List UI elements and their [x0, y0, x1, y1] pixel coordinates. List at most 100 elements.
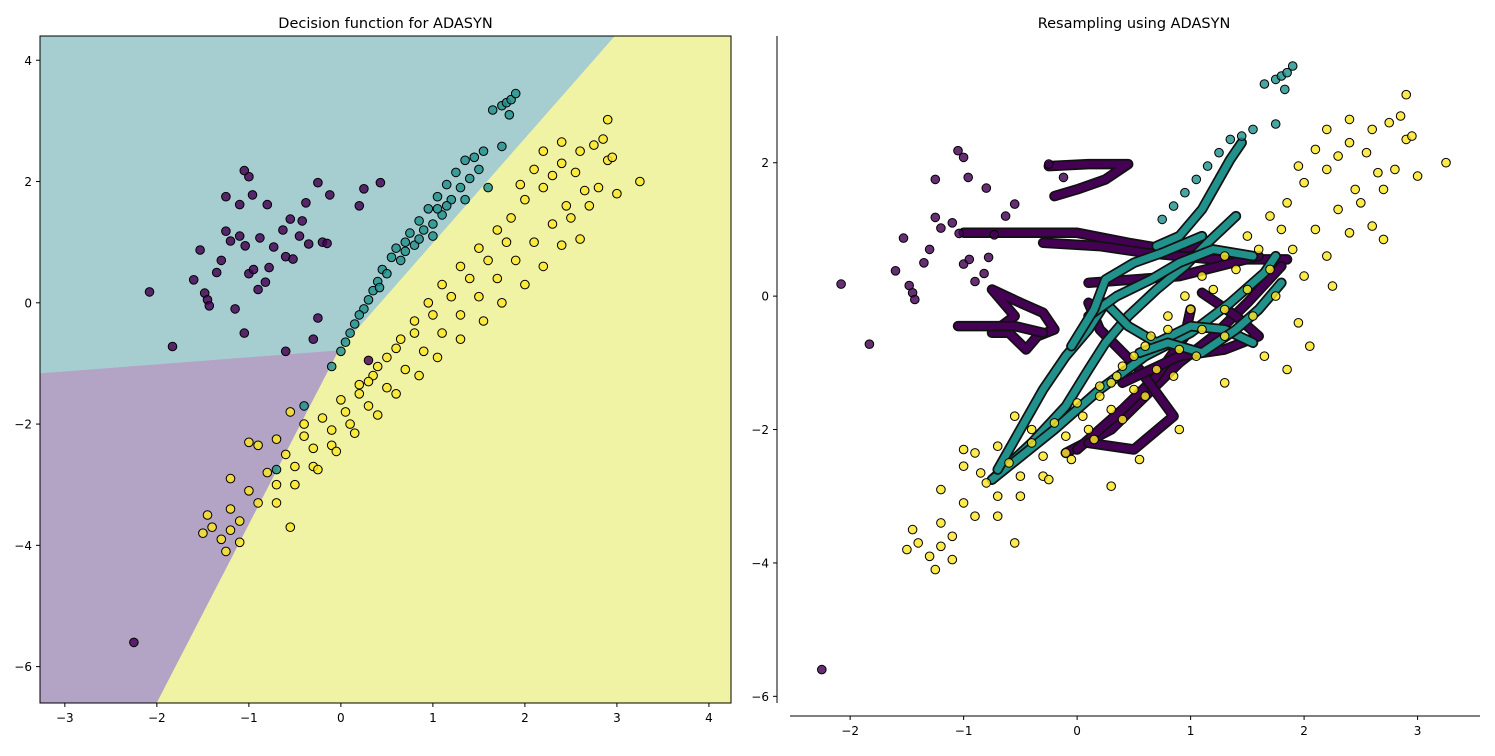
point-class-2	[455, 261, 466, 272]
point-class-1	[354, 310, 365, 320]
point-class-2	[1270, 291, 1281, 301]
point-class-0	[325, 190, 335, 200]
point-class-1	[336, 346, 346, 357]
point-class-0	[221, 226, 231, 236]
point-class-2	[992, 441, 1003, 452]
x-tick-label: −3	[56, 711, 74, 725]
point-class-2	[506, 213, 516, 223]
point-class-2	[395, 334, 406, 345]
point-class-2	[437, 328, 447, 338]
point-class-2	[1344, 228, 1355, 238]
point-class-0	[247, 190, 258, 200]
point-class-2	[1009, 411, 1020, 422]
point-class-2	[1282, 198, 1292, 208]
point-class-2	[947, 554, 958, 565]
y-tick-label: 2	[24, 175, 32, 189]
synthetic-path-class-0	[1062, 262, 1285, 457]
point-class-2	[958, 444, 969, 455]
point-class-2	[1140, 341, 1150, 352]
point-class-0	[129, 637, 139, 648]
point-class-2	[1287, 244, 1298, 255]
point-class-0	[285, 214, 296, 224]
point-class-0	[910, 294, 920, 305]
point-class-0	[255, 233, 265, 243]
point-class-1	[271, 464, 282, 475]
point-class-2	[382, 352, 392, 363]
point-class-2	[1242, 231, 1253, 241]
point-class-2	[244, 437, 254, 448]
point-class-0	[981, 183, 992, 193]
point-class-2	[1095, 391, 1105, 402]
point-class-0	[930, 174, 941, 185]
point-class-1	[428, 219, 438, 229]
point-class-0	[216, 255, 227, 266]
point-class-2	[1322, 164, 1332, 175]
x-tick-label: 2	[1300, 724, 1308, 738]
point-class-2	[520, 279, 530, 290]
point-class-1	[345, 328, 355, 338]
point-class-1	[1287, 61, 1298, 71]
point-class-2	[547, 170, 558, 181]
point-class-0	[239, 328, 250, 338]
point-class-2	[354, 379, 365, 390]
point-class-2	[317, 413, 328, 423]
point-class-2	[253, 440, 263, 451]
point-class-2	[515, 179, 526, 190]
point-class-0	[930, 212, 941, 223]
point-class-2	[1197, 271, 1207, 281]
point-class-0	[262, 199, 273, 210]
point-class-2	[207, 522, 217, 533]
x-tick-label: 3	[613, 711, 621, 725]
point-class-2	[1038, 451, 1048, 462]
point-class-2	[1026, 438, 1037, 448]
point-class-0	[211, 267, 222, 278]
point-class-2	[1333, 151, 1343, 161]
point-class-2	[225, 504, 236, 514]
point-class-0	[294, 231, 305, 241]
point-class-2	[612, 188, 622, 199]
point-class-2	[313, 464, 323, 475]
axes: −3 −2 −1 0 1 2 3 4 −6 −4 −2 0 2 4	[14, 35, 732, 725]
axes: −2 −1 0 1 2 3 −6 −4 −2 0 2	[751, 36, 1480, 738]
point-class-2	[382, 382, 392, 393]
point-class-2	[598, 134, 608, 144]
point-class-2	[1231, 264, 1241, 275]
point-class-2	[391, 343, 401, 354]
point-class-2	[958, 498, 969, 508]
point-class-2	[1044, 474, 1054, 485]
point-class-2	[290, 479, 300, 490]
point-class-1	[349, 319, 360, 329]
point-class-2	[474, 291, 484, 302]
point-class-1	[451, 167, 461, 178]
point-class-1	[414, 216, 424, 226]
y-tick-label: −6	[14, 660, 32, 674]
x-tick-label: 4	[705, 711, 713, 725]
point-class-2	[1191, 351, 1202, 362]
point-class-2	[492, 273, 503, 284]
point-class-2	[391, 389, 401, 399]
point-class-2	[1327, 281, 1338, 291]
synthetic-path-class-0	[1085, 299, 1178, 453]
point-class-2	[1407, 131, 1417, 141]
point-class-2	[1061, 431, 1071, 442]
point-class-2	[1168, 371, 1179, 382]
point-class-0	[1058, 172, 1069, 183]
point-class-0	[280, 346, 291, 357]
point-class-2	[538, 182, 549, 193]
x-tick-label: 2	[521, 711, 529, 725]
point-class-2	[225, 525, 236, 536]
point-class-0	[989, 230, 1000, 240]
region-class-1	[40, 36, 616, 374]
point-class-2	[483, 255, 493, 266]
x-tick-label: −2	[148, 711, 166, 725]
point-class-0	[167, 341, 178, 352]
point-class-1	[1282, 67, 1292, 78]
point-class-2	[1117, 414, 1128, 425]
point-class-2	[299, 419, 309, 429]
point-class-2	[1185, 304, 1196, 315]
point-class-2	[497, 298, 507, 308]
point-class-2	[1390, 164, 1400, 175]
point-class-0	[253, 284, 263, 295]
point-class-1	[405, 228, 415, 238]
